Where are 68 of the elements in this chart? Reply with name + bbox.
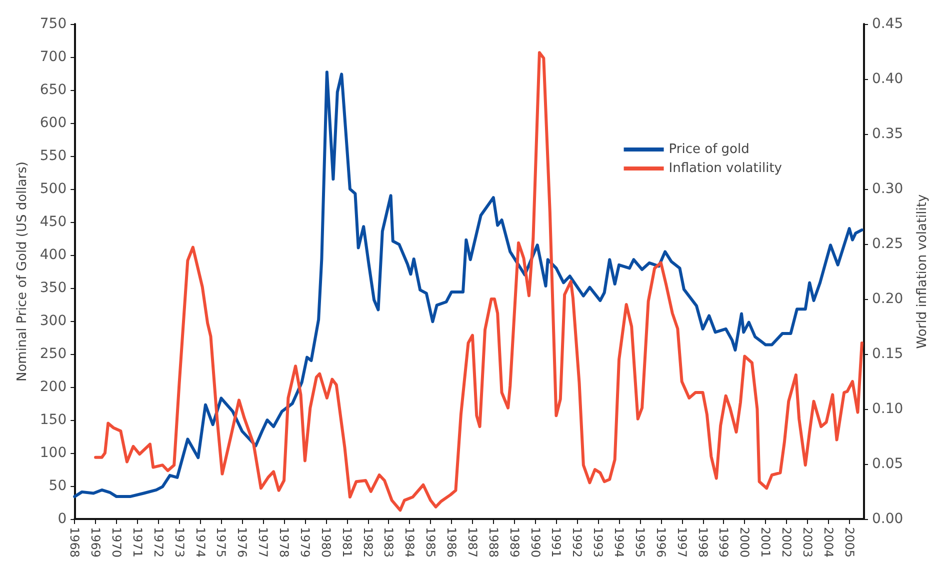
legend-label: Inflation volatility	[668, 161, 782, 176]
x-tick-label: 1986	[444, 527, 459, 558]
x-tick-label: 1989	[507, 527, 522, 558]
x-tick-label: 1977	[256, 527, 270, 558]
x-tick-label: 1976	[235, 527, 250, 558]
x-tick-label: 1980	[318, 527, 333, 558]
x-tick-label: 1985	[424, 527, 438, 558]
y-tick-label: 700	[40, 49, 67, 65]
x-tick-label: 2001	[758, 527, 773, 558]
y2-tick-label: 0.10	[872, 401, 904, 417]
x-tick-label: 1972	[151, 527, 166, 558]
x-tick-label: 2000	[738, 527, 752, 558]
x-tick-label: 1978	[277, 527, 292, 558]
y-tick-label: 550	[40, 148, 67, 164]
x-tick-label: 1994	[612, 527, 626, 558]
y2-tick-label: 0.00	[872, 511, 904, 527]
x-tick-label: 1995	[632, 527, 647, 558]
x-tick-label: 2004	[821, 527, 836, 558]
y2-tick-label: 0.15	[872, 346, 904, 362]
x-tick-label: 1973	[172, 527, 186, 558]
y-tick-label: 250	[40, 346, 67, 362]
x-tick-label: 1969	[88, 527, 103, 558]
x-tick-label: 2002	[780, 527, 794, 558]
x-tick-label: 1987	[465, 527, 480, 558]
y-tick-label: 750	[40, 16, 67, 32]
y-tick-label: 200	[40, 379, 67, 395]
x-tick-label: 1998	[696, 527, 710, 558]
y2-axis-title: World inflation volatility	[915, 194, 930, 349]
y-tick-label: 0	[58, 511, 67, 527]
x-tick-label: 1971	[130, 527, 144, 558]
y2-tick-label: 0.20	[872, 291, 904, 307]
y-tick-label: 400	[40, 247, 67, 263]
x-tick-label: 1990	[528, 527, 542, 558]
x-tick-label: 1984	[402, 527, 417, 558]
y-tick-label: 500	[40, 181, 67, 197]
x-tick-label: 1997	[674, 527, 689, 558]
y-tick-label: 300	[40, 313, 67, 329]
y-tick-label: 650	[40, 82, 67, 98]
x-tick-label: 1979	[298, 527, 312, 558]
y2-tick-label: 0.05	[872, 456, 904, 472]
y-tick-label: 600	[40, 115, 67, 131]
y-tick-label: 50	[48, 478, 67, 494]
x-tick-label: 1975	[214, 527, 228, 558]
x-tick-label: 1992	[570, 527, 584, 558]
x-tick-label: 2005	[842, 527, 856, 558]
x-tick-label: 1983	[382, 527, 396, 558]
y-tick-label: 100	[40, 445, 67, 461]
y2-tick-label: 0.25	[872, 236, 904, 252]
x-tick-label: 1991	[549, 527, 564, 558]
x-tick-label: 1999	[716, 527, 731, 558]
legend-label: Price of gold	[668, 142, 750, 157]
x-tick-label: 1993	[591, 527, 606, 558]
y2-tick-label: 0.45	[872, 16, 904, 32]
y-tick-label: 450	[40, 214, 67, 230]
y-tick-label: 350	[40, 280, 67, 296]
x-tick-label: 1974	[193, 527, 208, 558]
x-tick-label: 1981	[340, 527, 354, 558]
x-tick-label: 1968	[68, 527, 82, 558]
y-tick-label: 150	[40, 412, 67, 428]
x-tick-label: 1988	[486, 527, 500, 558]
y2-tick-label: 0.35	[872, 126, 904, 142]
y2-tick-label: 0.30	[872, 181, 904, 197]
x-tick-label: 1982	[360, 527, 375, 558]
x-tick-label: 2003	[800, 527, 814, 558]
x-tick-label: 1970	[110, 527, 124, 558]
y2-tick-label: 0.40	[872, 71, 904, 87]
x-tick-label: 1996	[654, 527, 668, 558]
y-axis-title: Nominal Price of Gold (US dollars)	[15, 162, 30, 382]
